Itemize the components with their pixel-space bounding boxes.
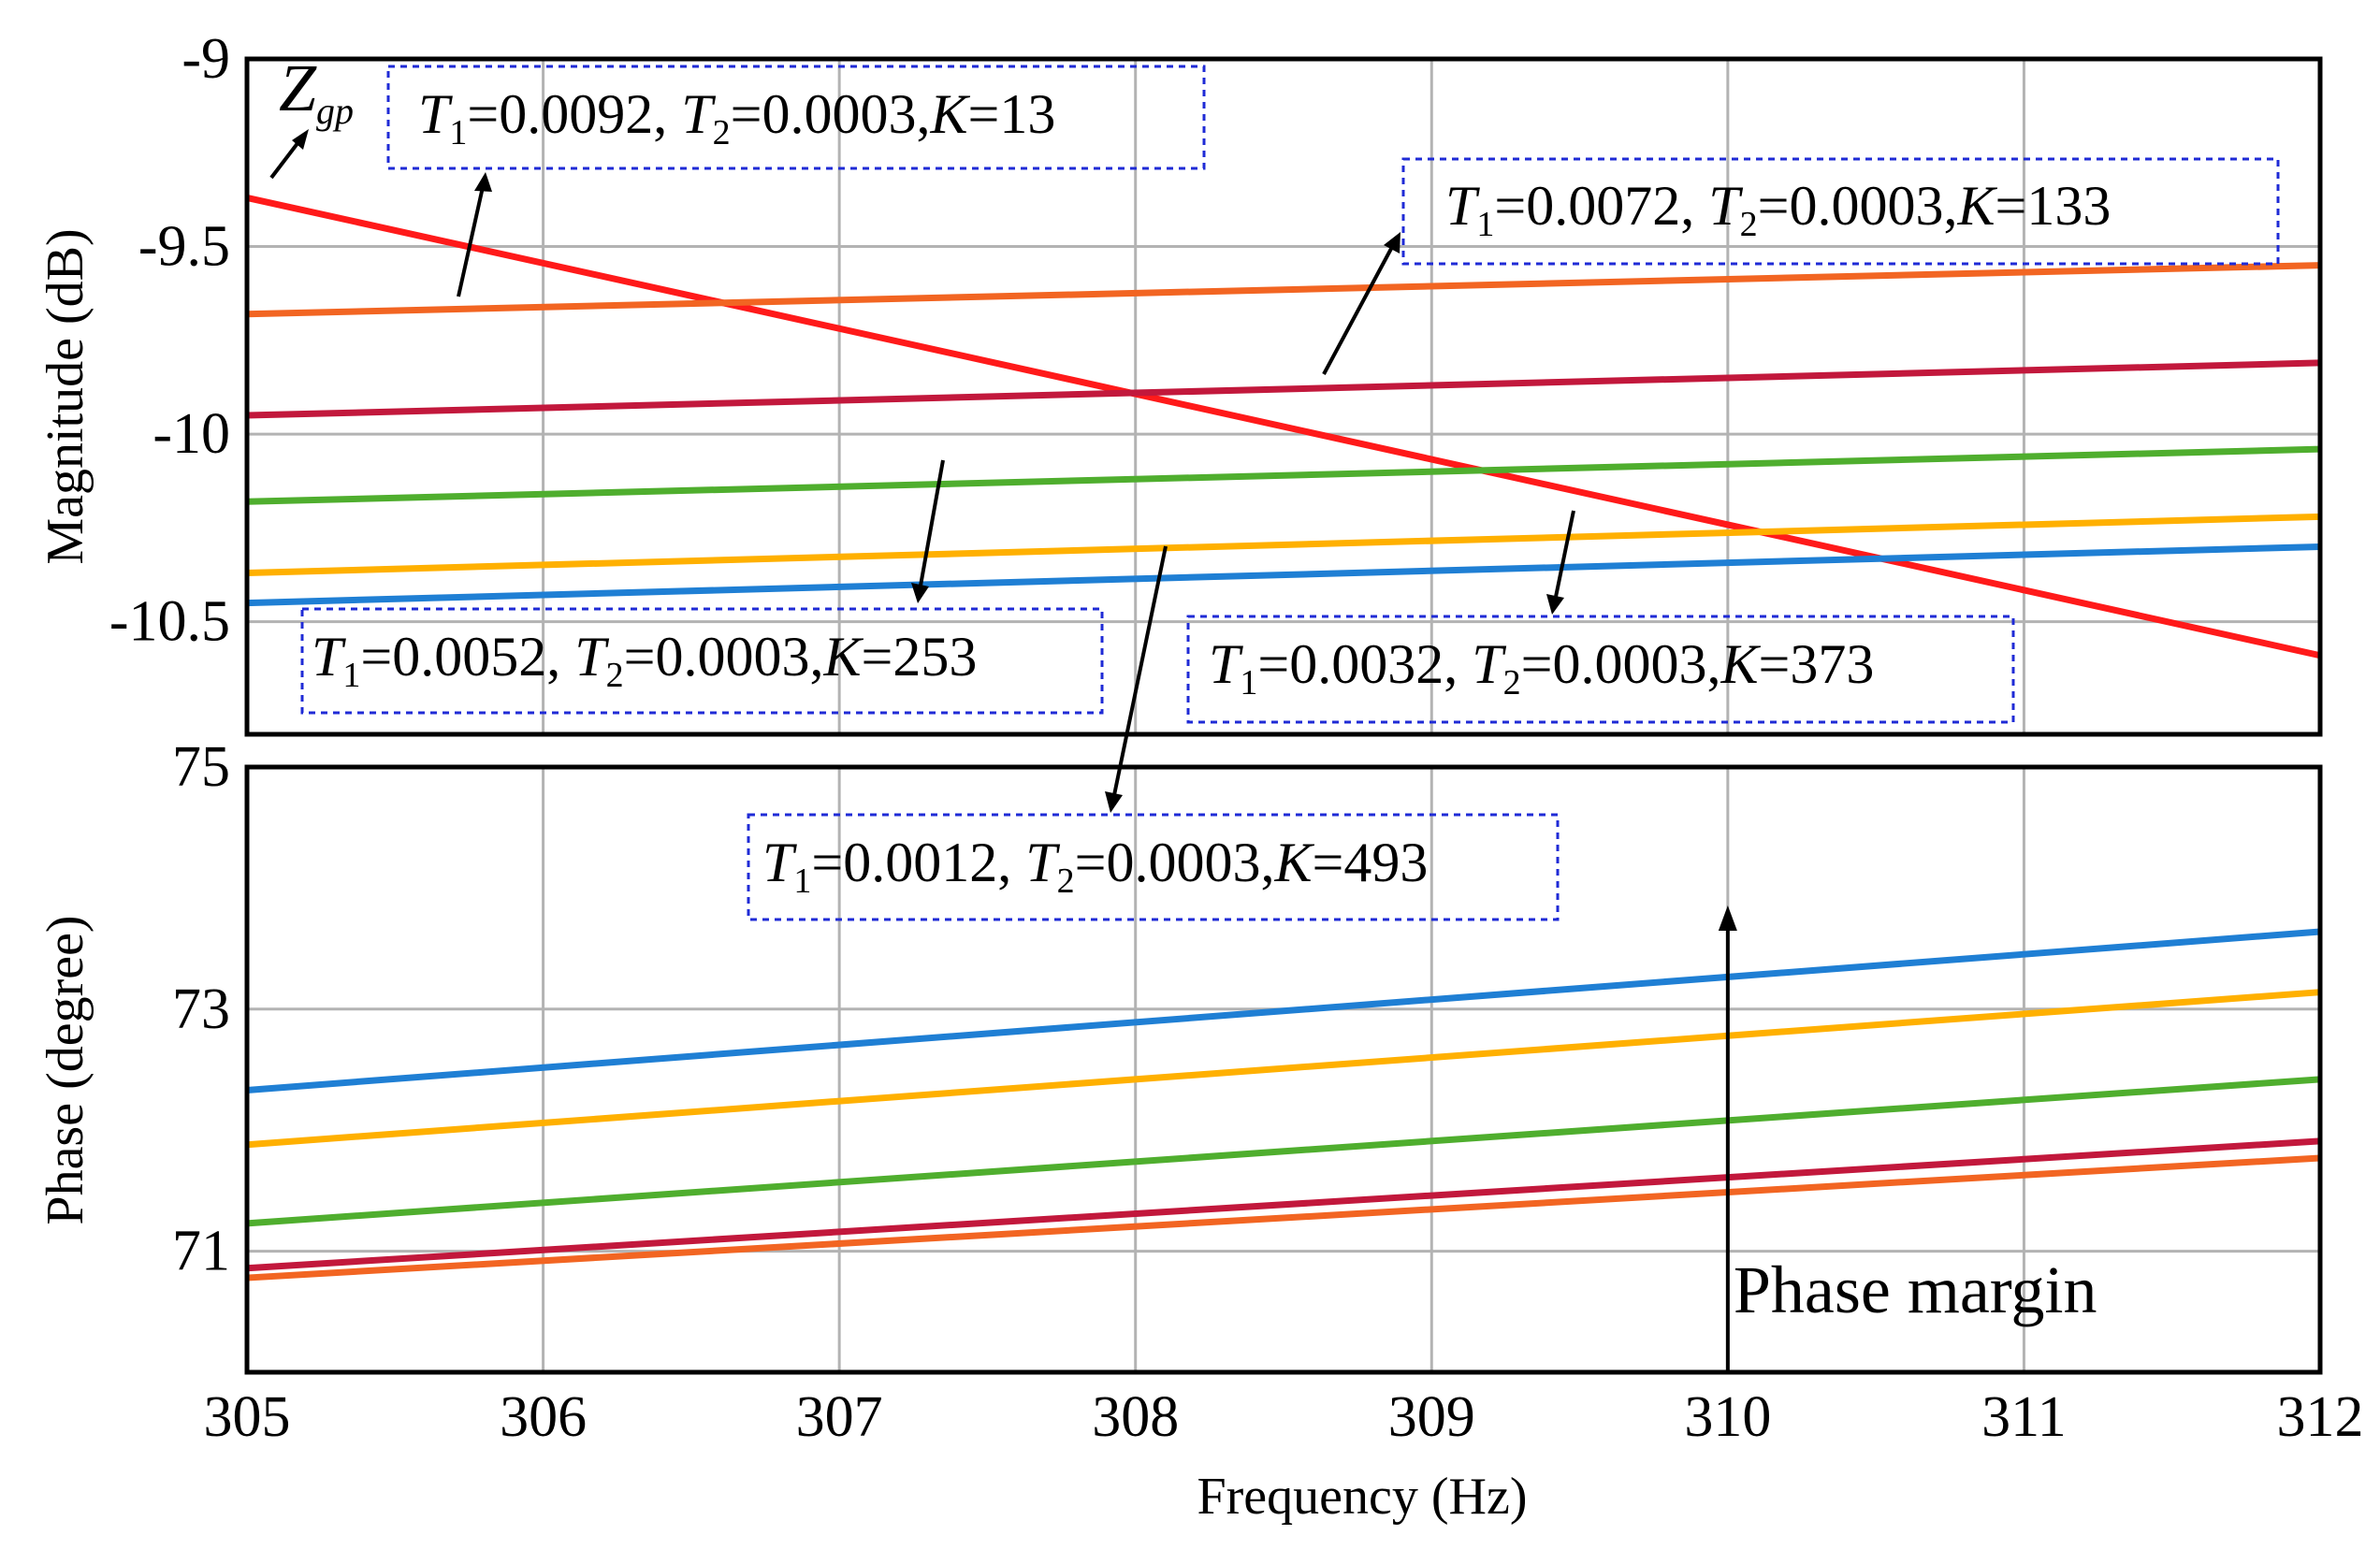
magnitude-y-tick-label: -9.5	[138, 215, 230, 279]
phase-y-tick-label: 73	[172, 978, 230, 1041]
magnitude-y-tick-label: -10.5	[109, 590, 230, 654]
param-box-3-text: T1=0.0052, T2=0.0003,K=253	[312, 626, 977, 695]
param-box-1-frame	[386, 65, 1206, 170]
x-tick-label-305: 305	[204, 1385, 291, 1449]
magnitude-series-line-3	[246, 445, 2321, 505]
magnitude-series-line-4	[246, 513, 2321, 577]
param-box-2: T1=0.0072, T2=0.0003,K=133	[1401, 157, 2280, 266]
phase-y-tick-label: 71	[172, 1220, 230, 1283]
x-tick-label-308: 308	[1092, 1385, 1179, 1449]
param-box-2-frame	[1401, 157, 2280, 266]
arrow-box-2	[1322, 246, 1394, 375]
phase-series-line-1	[246, 989, 2321, 1149]
param-box-5-text: T1=0.0012, T2=0.0003,K=493	[762, 832, 1428, 901]
param-box-1-text: T1=0.0092, T2=0.0003,K=13	[418, 83, 1055, 152]
magnitude-series-line-1	[246, 262, 2321, 318]
x-tick-label-309: 309	[1388, 1385, 1475, 1449]
phase-series-line-0	[246, 928, 2321, 1093]
magnitude-panel: -9 -9.5 -10 -10.5 Magnitude (dB)	[36, 27, 2323, 737]
frequency-x-axis-label: Frequency (Hz)	[1197, 1468, 1528, 1526]
phase-series-line-4	[246, 1154, 2321, 1282]
arrow-box-4-head	[1546, 594, 1564, 615]
pointer-arrows	[457, 172, 1575, 813]
arrow-box-5	[1112, 545, 1168, 796]
arrow-box-4	[1554, 510, 1575, 598]
param-box-5: T1=0.0012, T2=0.0003,K=493	[747, 813, 1560, 921]
phase-series-line-3	[246, 1137, 2321, 1272]
magnitude-y-tick-label: -9	[181, 27, 230, 91]
arrow-box-5-head	[1105, 791, 1123, 813]
magnitude-y-tick-label: -10	[152, 402, 230, 466]
x-tick-label-306: 306	[500, 1385, 587, 1449]
phase-margin-label: Phase margin	[1734, 1253, 2097, 1327]
frequency-x-ticks: 305 306 307 308 309 310 311 312	[204, 1385, 2364, 1449]
magnitude-series-line-0	[246, 194, 2321, 659]
param-box-3: T1=0.0052, T2=0.0003,K=253	[300, 607, 1104, 715]
zgp-arrow	[269, 137, 303, 180]
magnitude-y-ticks: -9 -9.5 -10 -10.5	[109, 27, 230, 654]
x-tick-label-311: 311	[1981, 1385, 2067, 1449]
phase-series	[246, 928, 2321, 1282]
x-tick-label-310: 310	[1684, 1385, 1771, 1449]
magnitude-y-axis-label: Magnitude (dB)	[36, 228, 94, 564]
arrow-box-3-head	[911, 583, 929, 603]
arrow-box-2-head	[1384, 232, 1400, 253]
param-box-5-frame	[747, 813, 1560, 921]
phase-margin-arrow-head	[1718, 905, 1737, 931]
param-box-2-text: T1=0.0072, T2=0.0003,K=133	[1445, 175, 2111, 244]
x-tick-label-312: 312	[2277, 1385, 2364, 1449]
phase-y-tick-label: 75	[172, 735, 230, 799]
param-box-4-frame	[1186, 615, 2015, 724]
param-box-4: T1=0.0032, T2=0.0003,K=373	[1186, 615, 2015, 724]
phase-series-line-2	[246, 1076, 2321, 1227]
param-box-1: T1=0.0092, T2=0.0003,K=13	[386, 65, 1206, 170]
x-tick-label-307: 307	[796, 1385, 883, 1449]
arrow-box-1	[457, 186, 485, 297]
phase-panel: 75 73 71 Phase (degree)	[36, 735, 2323, 1375]
zgp-annotation: Zgp	[269, 51, 354, 180]
arrow-box-3	[919, 459, 945, 586]
phase-y-axis-label: Phase (degree)	[36, 915, 94, 1224]
phase-plot-frame	[244, 764, 2323, 1375]
magnitude-plot-frame	[244, 56, 2323, 737]
zgp-label: Zgp	[279, 51, 354, 132]
phase-margin-annotation: Phase margin	[1718, 905, 2097, 1372]
zgp-arrow-head	[292, 129, 309, 150]
param-box-4-text: T1=0.0032, T2=0.0003,K=373	[1209, 633, 1874, 702]
phase-y-ticks: 75 73 71	[172, 735, 230, 1283]
magnitude-series-line-5	[246, 543, 2321, 607]
magnitude-series-line-2	[246, 359, 2321, 419]
param-box-3-frame	[300, 607, 1104, 715]
arrow-box-1-head	[474, 172, 492, 192]
magnitude-series	[246, 194, 2321, 659]
